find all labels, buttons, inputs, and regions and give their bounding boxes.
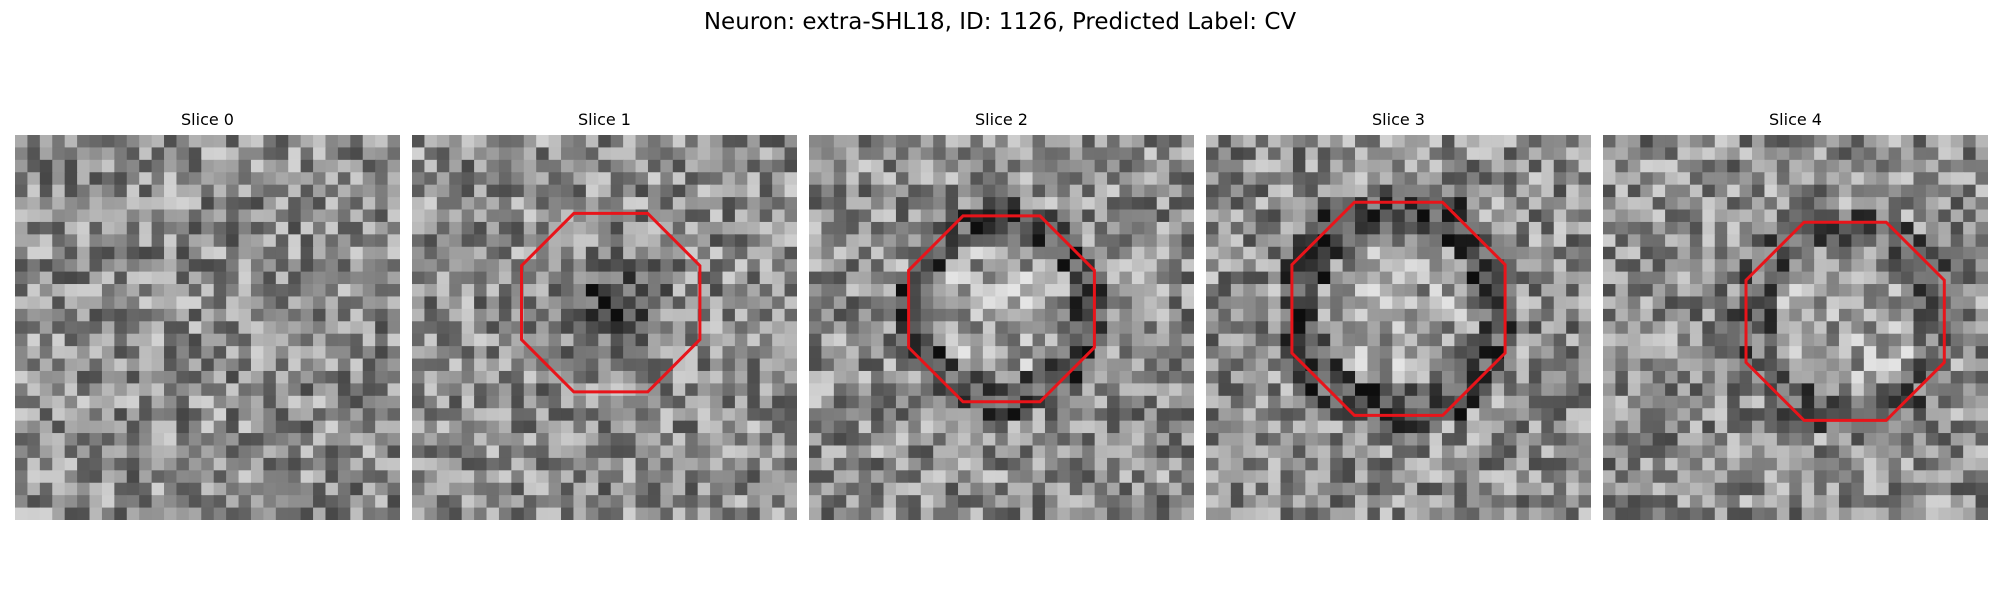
roi-contour bbox=[907, 214, 1096, 404]
slice-image bbox=[15, 135, 400, 520]
slice-title: Slice 1 bbox=[578, 110, 631, 129]
roi-contour bbox=[1744, 220, 1946, 422]
slice-panel-2: Slice 2 bbox=[809, 108, 1194, 523]
slice-panel-3: Slice 3 bbox=[1206, 108, 1591, 523]
slice-title: Slice 3 bbox=[1372, 110, 1425, 129]
slice-image bbox=[412, 135, 797, 520]
slice-image bbox=[1206, 135, 1591, 520]
slice-title: Slice 0 bbox=[181, 110, 234, 129]
figure-title: Neuron: extra-SHL18, ID: 1126, Predicted… bbox=[703, 9, 1297, 35]
slice-title: Slice 2 bbox=[975, 110, 1028, 129]
slice-title: Slice 4 bbox=[1769, 110, 1822, 129]
slice-panel-1: Slice 1 bbox=[412, 108, 797, 523]
roi-contour bbox=[1290, 200, 1507, 417]
slice-panel-0: Slice 0 bbox=[15, 108, 400, 523]
slice-image bbox=[1603, 135, 1988, 520]
roi-contour bbox=[520, 211, 702, 394]
slice-panel-4: Slice 4 bbox=[1603, 108, 1988, 523]
slice-image bbox=[809, 135, 1194, 520]
